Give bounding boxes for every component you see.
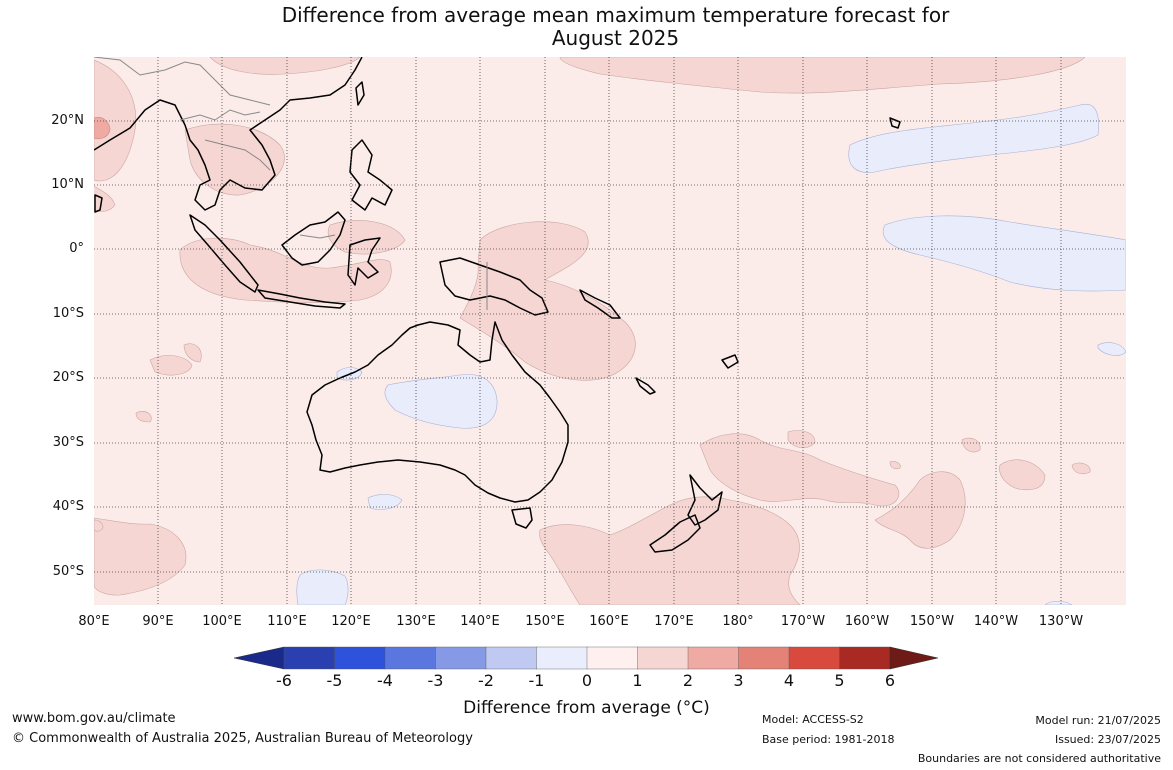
- java-outline: [257, 289, 346, 309]
- new-zealand-south-outline: [649, 514, 701, 553]
- colorbar-tick-label: 6: [884, 671, 896, 690]
- colorbar-segment: [384, 646, 437, 670]
- graticule: [94, 57, 1126, 605]
- footer-disclaimer: Boundaries are not considered authoritat…: [917, 752, 1161, 765]
- longitude-label: 110°E: [267, 614, 307, 629]
- latitude-label: 40°S: [52, 499, 84, 514]
- footer-model-run: Model run: 21/07/2025: [1035, 714, 1161, 727]
- latitude-label: 0°: [69, 241, 84, 256]
- footer-url: www.bom.gov.au/climate: [12, 711, 176, 726]
- hawaii-outline: [889, 117, 901, 129]
- colorbar-segment: [536, 646, 588, 670]
- warm-anomaly-regions: [94, 57, 1091, 605]
- footer-model: Model: ACCESS-S2: [762, 713, 864, 726]
- colorbar-tick-label: -3: [427, 671, 444, 690]
- taiwan-outline: [355, 81, 365, 106]
- sri-lanka-outline: [94, 194, 103, 213]
- longitude-label: 130°W: [1038, 614, 1084, 629]
- colorbar-tick-label: 0: [581, 671, 593, 690]
- longitude-label: 130°E: [396, 614, 436, 629]
- latitude-label: 20°N: [51, 113, 84, 128]
- colorbar-segment: [637, 646, 689, 670]
- sulawesi-outline: [347, 237, 381, 286]
- colorbar-tick-label: 3: [733, 671, 744, 690]
- country-borders: [94, 57, 488, 310]
- longitude-label: 150°W: [909, 614, 955, 629]
- australia-outline: [306, 321, 569, 503]
- philippines-outline: [349, 139, 393, 211]
- footer-base-period: Base period: 1981-2018: [762, 733, 895, 746]
- new-caledonia-outline: [635, 377, 656, 395]
- colorbar: [233, 646, 939, 670]
- colorbar-segment: [738, 646, 790, 670]
- longitude-label: 160°W: [844, 614, 890, 629]
- colorbar-tick-label: -1: [528, 671, 545, 690]
- colorbar-tick-label: 4: [783, 671, 795, 690]
- colorbar-tick-label: 1: [632, 671, 643, 690]
- borneo-outline: [281, 211, 346, 266]
- solomon-islands-outline: [579, 289, 621, 319]
- longitude-label: 80°E: [78, 614, 110, 629]
- colorbar-segment: [586, 646, 639, 670]
- colorbar-segment: [839, 646, 891, 670]
- longitude-label: 160°E: [589, 614, 629, 629]
- colorbar-tick-label: -5: [326, 671, 343, 690]
- tasmania-outline: [511, 507, 533, 529]
- colorbar-segment: [283, 646, 336, 670]
- latitude-label: 10°S: [52, 306, 84, 321]
- longitude-label: 180°: [722, 614, 754, 629]
- colorbar-segment: [687, 646, 740, 670]
- strong-warm-anomaly: [94, 117, 111, 140]
- latitude-label: 20°S: [52, 370, 84, 385]
- map-title: Difference from average mean maximum tem…: [0, 4, 1173, 50]
- colorbar-tick-label: -2: [478, 671, 494, 690]
- fiji-outline: [721, 354, 739, 369]
- title-line-1: Difference from average mean maximum tem…: [281, 3, 950, 27]
- colorbar-segment: [334, 646, 386, 670]
- title-line-2: August 2025: [551, 26, 680, 50]
- latitude-label: 30°S: [52, 435, 84, 450]
- colorbar-tick-label: 5: [834, 671, 845, 690]
- colorbar-tick-label: -4: [377, 671, 393, 690]
- colorbar-segment: [435, 646, 487, 670]
- longitude-label: 150°E: [525, 614, 565, 629]
- longitude-label: 100°E: [202, 614, 242, 629]
- colorbar-tick-label: -6: [276, 671, 292, 690]
- colorbar-title: Difference from average (°C): [463, 698, 710, 718]
- new-zealand-north-outline: [687, 474, 723, 526]
- footer-issued: Issued: 23/07/2025: [1054, 733, 1161, 746]
- colorbar-segment: [788, 646, 841, 670]
- sumatra-outline: [189, 214, 259, 293]
- latitude-label: 50°S: [52, 564, 84, 579]
- longitude-label: 140°W: [973, 614, 1019, 629]
- coastlines: [94, 57, 901, 553]
- colorbar-tick-label: 2: [682, 671, 694, 690]
- longitude-label: 170°W: [780, 614, 826, 629]
- footer-copyright: © Commonwealth of Australia 2025, Austra…: [12, 731, 473, 746]
- new-guinea-outline: [439, 257, 549, 316]
- longitude-label: 90°E: [142, 614, 174, 629]
- asia-mainland-outline: [94, 57, 363, 211]
- longitude-label: 170°E: [654, 614, 694, 629]
- longitude-label: 140°E: [460, 614, 500, 629]
- colorbar-segment: [485, 646, 538, 670]
- colorbar-min-arrow: [233, 646, 285, 670]
- latitude-label: 10°N: [51, 177, 84, 192]
- colorbar-max-arrow: [889, 646, 939, 670]
- longitude-label: 120°E: [331, 614, 371, 629]
